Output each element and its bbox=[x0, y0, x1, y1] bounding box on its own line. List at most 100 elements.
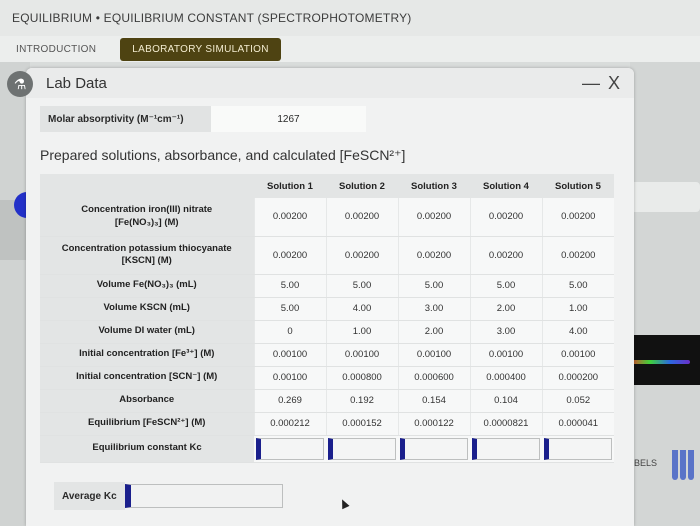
row-label: Equilibrium [FeSCN²⁺] (M) bbox=[40, 412, 254, 436]
row-label: Absorbance bbox=[40, 389, 254, 413]
lab-shelf bbox=[630, 182, 700, 212]
kc-input-solution-3[interactable] bbox=[400, 437, 468, 460]
cell: 0.00100 bbox=[541, 343, 614, 367]
table-row: Volume KSCN (mL) 5.00 4.00 3.00 2.00 1.0… bbox=[40, 297, 614, 321]
table-row: Absorbance 0.269 0.192 0.154 0.104 0.052 bbox=[40, 389, 614, 413]
cell: 4.00 bbox=[541, 320, 614, 344]
kc-input-solution-1[interactable] bbox=[256, 437, 324, 460]
spectrophotometer bbox=[630, 335, 700, 385]
breadcrumb: EQUILIBRIUM • EQUILIBRIUM CONSTANT (SPEC… bbox=[0, 0, 700, 36]
cell: 0.00100 bbox=[469, 343, 542, 367]
cell: 5.00 bbox=[541, 274, 614, 298]
cell: 0.154 bbox=[397, 389, 470, 413]
cell: 1.00 bbox=[541, 297, 614, 321]
table-row: Concentration potassium thiocyanate [KSCN… bbox=[40, 236, 614, 275]
cell: 5.00 bbox=[253, 274, 326, 298]
cell: 0.00200 bbox=[397, 198, 470, 237]
close-button[interactable]: X bbox=[607, 72, 620, 93]
molar-absorptivity-row: Molar absorptivity (M⁻¹cm⁻¹) 1267 bbox=[40, 106, 366, 132]
test-tube-rack[interactable] bbox=[672, 450, 700, 490]
cell: 0.00200 bbox=[469, 236, 542, 275]
cell: 0.00100 bbox=[253, 343, 326, 367]
cell: 0.052 bbox=[541, 389, 614, 413]
table-row: Volume DI water (mL) 0 1.00 2.00 3.00 4.… bbox=[40, 320, 614, 344]
cell: 5.00 bbox=[397, 274, 470, 298]
table-row: Equilibrium [FeSCN²⁺] (M) 0.000212 0.000… bbox=[40, 412, 614, 436]
cell: 0.000600 bbox=[397, 366, 470, 390]
cell: 1.00 bbox=[325, 320, 398, 344]
row-label: Volume Fe(NO₃)₃ (mL) bbox=[40, 274, 254, 298]
column-header: Solution 4 bbox=[470, 174, 542, 198]
cell: 0.00100 bbox=[397, 343, 470, 367]
lab-scene-left bbox=[0, 62, 40, 526]
row-label: Equilibrium constant Kc bbox=[40, 435, 254, 463]
solutions-table: Solution 1 Solution 2 Solution 3 Solutio… bbox=[40, 174, 614, 463]
tab-laboratory-simulation[interactable]: LABORATORY SIMULATION bbox=[120, 37, 281, 61]
column-header: Solution 2 bbox=[326, 174, 398, 198]
row-label: Concentration iron(III) nitrate [Fe(NO₃)₃… bbox=[40, 198, 254, 237]
cell: 0.000200 bbox=[541, 366, 614, 390]
cell: 0.00200 bbox=[325, 236, 398, 275]
cell: 0.192 bbox=[325, 389, 398, 413]
table-row: Initial concentration [Fe³⁺] (M) 0.00100… bbox=[40, 343, 614, 367]
cell: 0.00200 bbox=[541, 236, 614, 275]
column-header: Solution 1 bbox=[254, 174, 326, 198]
molar-absorptivity-value: 1267 bbox=[211, 106, 366, 132]
table-row: Concentration iron(III) nitrate [Fe(NO₃)₃… bbox=[40, 198, 614, 237]
lab-data-panel: Lab Data — X Molar absorptivity (M⁻¹cm⁻¹… bbox=[26, 68, 634, 526]
labels-button[interactable]: ABELS bbox=[628, 458, 658, 468]
average-kc-label: Average Kc bbox=[54, 482, 125, 510]
row-label: Volume KSCN (mL) bbox=[40, 297, 254, 321]
cell: 0.000400 bbox=[469, 366, 542, 390]
tab-introduction[interactable]: INTRODUCTION bbox=[16, 43, 97, 55]
row-label: Initial concentration [SCN⁻] (M) bbox=[40, 366, 254, 390]
table-corner bbox=[40, 174, 254, 198]
cell: 0.000122 bbox=[397, 412, 470, 436]
tab-bar: INTRODUCTION LABORATORY SIMULATION bbox=[0, 36, 700, 62]
cell: 0.000800 bbox=[325, 366, 398, 390]
cell: 0.000212 bbox=[253, 412, 326, 436]
average-kc-row: Average Kc bbox=[54, 482, 283, 510]
cell: 2.00 bbox=[397, 320, 470, 344]
cell: 0.00200 bbox=[253, 236, 326, 275]
cell: 3.00 bbox=[397, 297, 470, 321]
table-row: Initial concentration [SCN⁻] (M) 0.00100… bbox=[40, 366, 614, 390]
spectrum-beam bbox=[630, 360, 690, 364]
lab-scene-right: ABELS bbox=[628, 62, 700, 526]
cell: 0.00200 bbox=[469, 198, 542, 237]
cell: 5.00 bbox=[253, 297, 326, 321]
kc-input-solution-2[interactable] bbox=[328, 437, 396, 460]
cell: 0.00200 bbox=[541, 198, 614, 237]
cell: 0.00100 bbox=[253, 366, 326, 390]
column-header: Solution 3 bbox=[398, 174, 470, 198]
cell: 2.00 bbox=[469, 297, 542, 321]
cell: 0.269 bbox=[253, 389, 326, 413]
row-label: Volume DI water (mL) bbox=[40, 320, 254, 344]
cell: 5.00 bbox=[469, 274, 542, 298]
section-title: Prepared solutions, absorbance, and calc… bbox=[40, 147, 406, 163]
cell: 0.00200 bbox=[397, 236, 470, 275]
kc-input-solution-5[interactable] bbox=[544, 437, 612, 460]
table-row: Volume Fe(NO₃)₃ (mL) 5.00 5.00 5.00 5.00… bbox=[40, 274, 614, 298]
cell: 0.000041 bbox=[541, 412, 614, 436]
minimize-button[interactable]: — bbox=[581, 72, 600, 93]
row-label: Initial concentration [Fe³⁺] (M) bbox=[40, 343, 254, 367]
column-header: Solution 5 bbox=[542, 174, 614, 198]
flask-icon: ⚗ bbox=[7, 71, 33, 97]
cell: 0.000152 bbox=[325, 412, 398, 436]
cell: 0 bbox=[253, 320, 326, 344]
panel-header: Lab Data — X bbox=[26, 68, 634, 98]
cell: 0.0000821 bbox=[469, 412, 542, 436]
row-label: Concentration potassium thiocyanate [KSCN… bbox=[40, 236, 254, 275]
breadcrumb-text: EQUILIBRIUM • EQUILIBRIUM CONSTANT (SPEC… bbox=[12, 11, 412, 25]
cell: 0.00200 bbox=[253, 198, 326, 237]
cell: 0.104 bbox=[469, 389, 542, 413]
cell: 3.00 bbox=[469, 320, 542, 344]
average-kc-input[interactable] bbox=[124, 484, 283, 508]
cell: 0.00200 bbox=[325, 198, 398, 237]
cell: 4.00 bbox=[325, 297, 398, 321]
kc-input-solution-4[interactable] bbox=[472, 437, 540, 460]
cell: 0.00100 bbox=[325, 343, 398, 367]
panel-title: Lab Data bbox=[46, 74, 107, 92]
cell: 5.00 bbox=[325, 274, 398, 298]
